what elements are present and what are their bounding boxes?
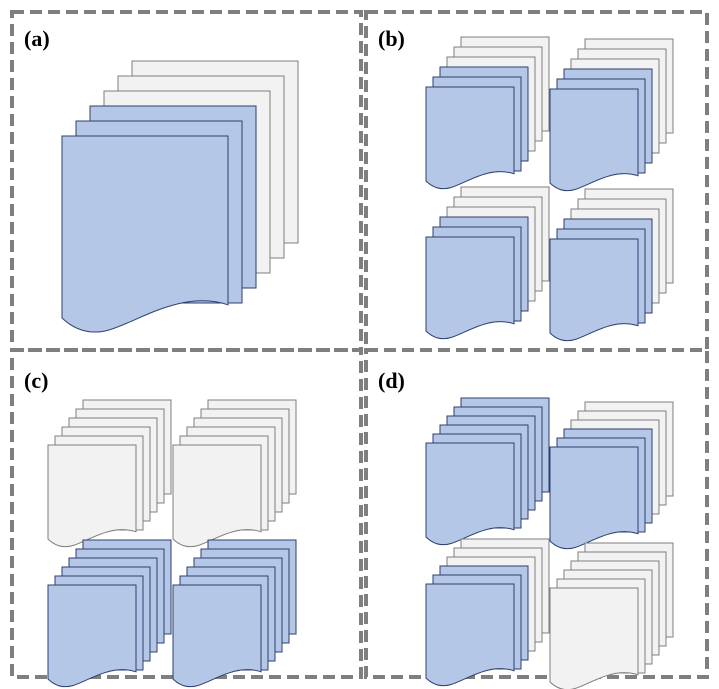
panel-border [364, 348, 709, 679]
document-stack [425, 397, 550, 546]
document-sheet-blue [425, 442, 515, 546]
document-sheet-blue [172, 584, 262, 688]
document-stack [549, 542, 674, 689]
document-stack [425, 538, 550, 687]
document-stack [47, 539, 172, 688]
panel-a: (a) [24, 26, 299, 333]
document-stack [549, 188, 674, 342]
panel-d: (d) [378, 368, 674, 689]
panel-b-stacks [425, 36, 674, 342]
panel-label-d: (d) [378, 368, 405, 393]
panel-c: (c) [24, 368, 297, 688]
document-stack [549, 401, 674, 550]
panel-b: (b) [378, 26, 674, 342]
panel-c-stacks [47, 399, 297, 688]
document-sheet-gray [172, 444, 262, 548]
document-stack [47, 399, 172, 548]
document-sheet-blue [425, 86, 515, 190]
panel-d-stacks [425, 397, 674, 689]
document-stack [61, 60, 299, 333]
document-stack [172, 539, 297, 688]
document-sheet-blue [425, 583, 515, 687]
panel-label-b: (b) [378, 26, 405, 51]
document-stack [425, 186, 550, 340]
document-sheet-blue [549, 88, 639, 192]
document-sheet-gray [47, 444, 137, 548]
document-sheet-blue [549, 238, 639, 342]
document-stack [425, 36, 550, 190]
document-sheet-blue [425, 236, 515, 340]
panel-label-c: (c) [24, 368, 48, 393]
document-sheet-blue [61, 135, 229, 333]
document-sheet-blue [47, 584, 137, 688]
document-sheet-gray [549, 587, 639, 689]
panel-label-a: (a) [24, 26, 50, 51]
document-stack [549, 38, 674, 192]
panel-a-stacks [61, 60, 299, 333]
document-stack [172, 399, 297, 548]
document-sheet-blue [549, 446, 639, 550]
